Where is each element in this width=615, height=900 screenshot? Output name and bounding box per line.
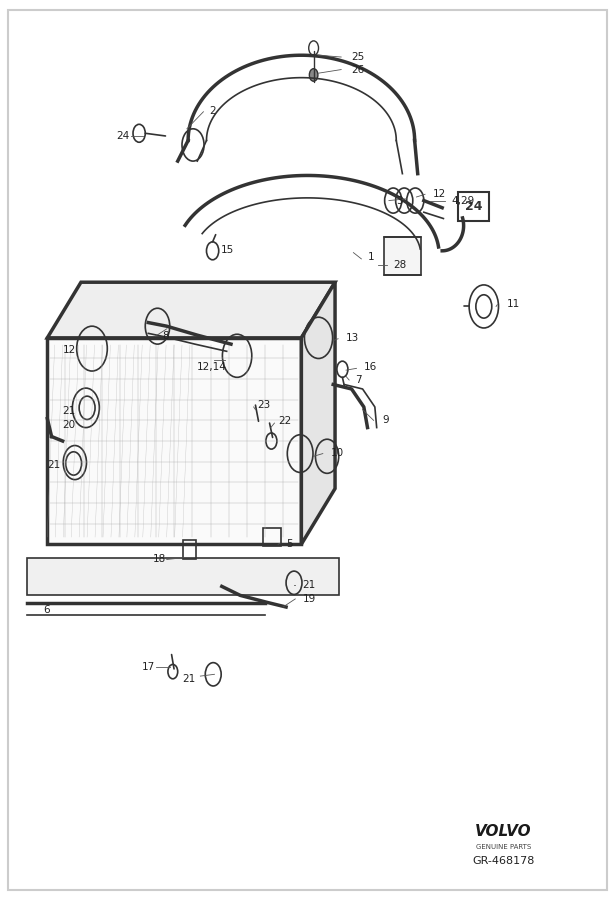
Text: 4,29: 4,29 bbox=[451, 195, 475, 205]
Text: 28: 28 bbox=[393, 260, 407, 270]
Text: 15: 15 bbox=[221, 245, 234, 255]
Text: 12,14: 12,14 bbox=[197, 363, 227, 373]
Text: 8: 8 bbox=[162, 331, 169, 341]
Text: 12: 12 bbox=[63, 345, 76, 355]
Circle shape bbox=[309, 68, 318, 81]
Text: 25: 25 bbox=[352, 52, 365, 62]
Text: 17: 17 bbox=[142, 662, 156, 672]
Text: 19: 19 bbox=[303, 594, 316, 604]
Text: 11: 11 bbox=[507, 299, 520, 309]
Bar bbox=[27, 558, 339, 596]
Polygon shape bbox=[301, 283, 335, 544]
Text: 21: 21 bbox=[63, 407, 76, 417]
Text: 21: 21 bbox=[303, 580, 316, 590]
Bar bbox=[384, 238, 421, 275]
Text: 9: 9 bbox=[382, 416, 389, 426]
Bar bbox=[183, 540, 196, 560]
Text: 5: 5 bbox=[286, 539, 293, 549]
Bar bbox=[47, 338, 301, 544]
Text: VOLVO: VOLVO bbox=[475, 824, 532, 839]
Text: 26: 26 bbox=[352, 65, 365, 75]
Text: 6: 6 bbox=[43, 605, 50, 615]
Text: 21: 21 bbox=[182, 674, 195, 684]
Bar bbox=[263, 528, 280, 546]
Text: 7: 7 bbox=[355, 375, 362, 385]
FancyBboxPatch shape bbox=[458, 193, 489, 221]
Text: 3: 3 bbox=[396, 195, 403, 205]
Text: GENUINE PARTS: GENUINE PARTS bbox=[476, 843, 531, 850]
Text: 22: 22 bbox=[278, 417, 292, 427]
Text: 2: 2 bbox=[210, 106, 216, 116]
Text: 20: 20 bbox=[63, 420, 76, 430]
Polygon shape bbox=[47, 283, 335, 338]
Text: 13: 13 bbox=[346, 333, 359, 343]
Text: GR-468178: GR-468178 bbox=[472, 856, 534, 866]
Text: 16: 16 bbox=[364, 363, 377, 373]
Text: 24: 24 bbox=[465, 201, 482, 213]
Text: 23: 23 bbox=[257, 400, 271, 410]
Text: 1: 1 bbox=[368, 252, 374, 262]
Text: 24: 24 bbox=[116, 131, 130, 141]
Text: 21: 21 bbox=[47, 460, 60, 471]
Text: 12: 12 bbox=[433, 189, 446, 199]
Text: 10: 10 bbox=[331, 447, 344, 458]
Text: 18: 18 bbox=[153, 554, 167, 564]
